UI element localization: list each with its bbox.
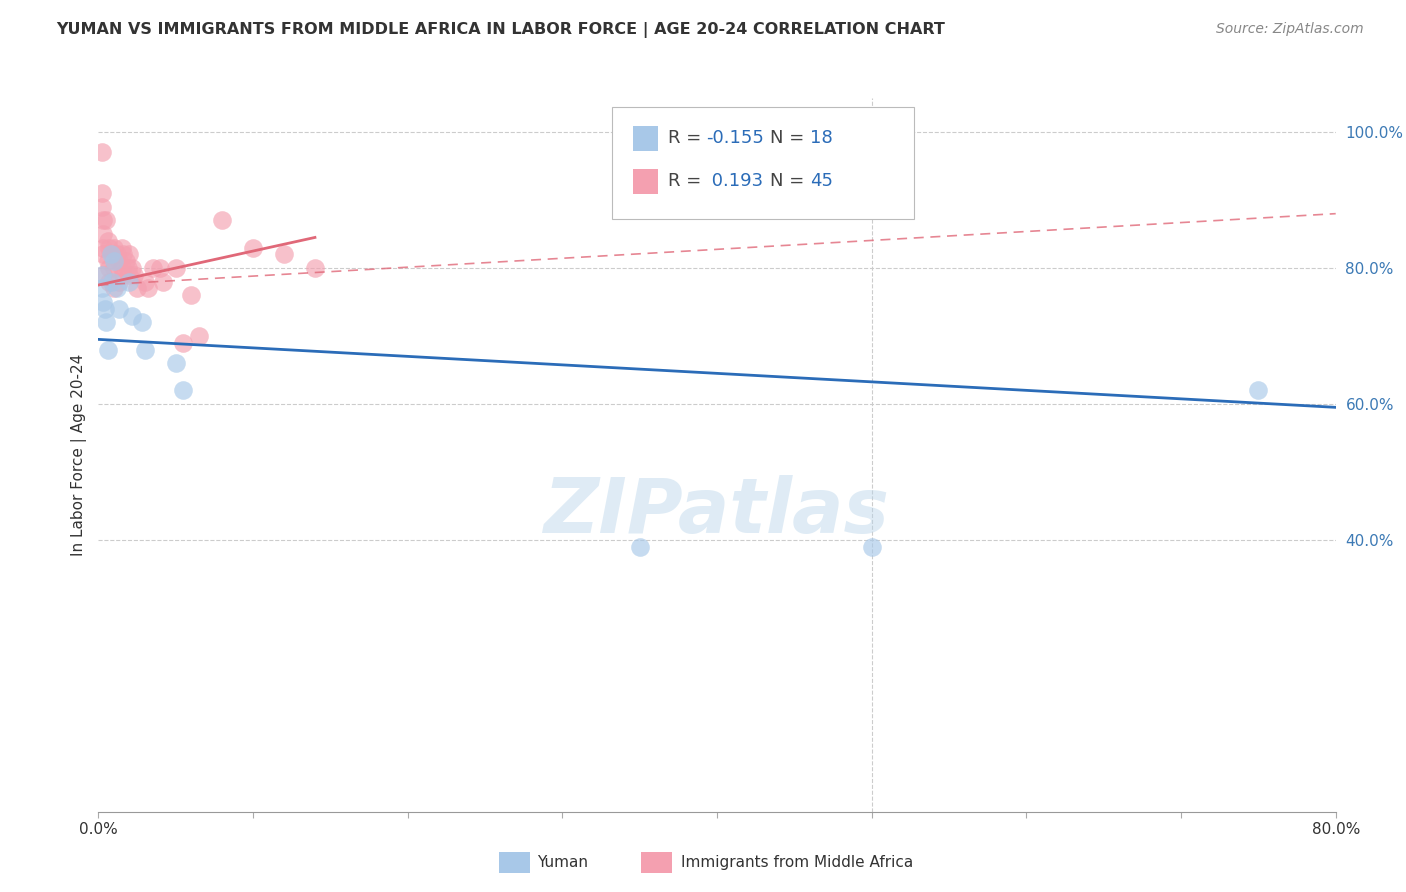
- Point: [103, 281, 125, 295]
- Point: [103, 254, 125, 268]
- Point: [127, 281, 149, 295]
- Point: [121, 260, 143, 275]
- Text: ZIPatlas: ZIPatlas: [544, 475, 890, 549]
- Point: [91, 213, 114, 227]
- Point: [173, 335, 195, 350]
- Point: [91, 268, 114, 282]
- Point: [242, 241, 264, 255]
- Point: [149, 260, 172, 275]
- Point: [100, 247, 122, 261]
- Point: [121, 309, 143, 323]
- Point: [98, 241, 121, 255]
- Point: [90, 200, 112, 214]
- Point: [91, 295, 114, 310]
- Point: [118, 247, 141, 261]
- Point: [115, 254, 138, 268]
- Point: [134, 343, 156, 357]
- Text: 18: 18: [810, 129, 832, 147]
- Point: [134, 275, 156, 289]
- Point: [273, 247, 295, 261]
- Point: [96, 315, 118, 329]
- Point: [111, 260, 134, 275]
- Text: R =: R =: [668, 172, 707, 190]
- Point: [112, 247, 135, 261]
- Point: [860, 540, 883, 554]
- Point: [165, 260, 187, 275]
- Point: [90, 186, 112, 201]
- Text: N =: N =: [770, 129, 810, 147]
- Point: [90, 268, 112, 282]
- Point: [107, 275, 129, 289]
- Point: [211, 213, 233, 227]
- Point: [107, 254, 129, 268]
- Point: [107, 301, 129, 316]
- Point: [97, 234, 120, 248]
- Point: [628, 540, 651, 554]
- Text: Immigrants from Middle Africa: Immigrants from Middle Africa: [681, 855, 912, 870]
- Point: [180, 288, 202, 302]
- Point: [97, 343, 120, 357]
- Point: [96, 213, 118, 227]
- Point: [117, 260, 139, 275]
- Point: [90, 145, 112, 160]
- Point: [105, 247, 128, 261]
- Point: [165, 356, 187, 370]
- Point: [101, 275, 124, 289]
- Point: [118, 268, 141, 282]
- Y-axis label: In Labor Force | Age 20-24: In Labor Force | Age 20-24: [72, 354, 87, 556]
- Point: [188, 329, 211, 343]
- Text: Source: ZipAtlas.com: Source: ZipAtlas.com: [1216, 22, 1364, 37]
- Point: [91, 241, 114, 255]
- Text: Yuman: Yuman: [537, 855, 588, 870]
- Text: 0.193: 0.193: [706, 172, 763, 190]
- Point: [91, 247, 114, 261]
- Point: [142, 260, 165, 275]
- Point: [152, 275, 174, 289]
- Text: YUMAN VS IMMIGRANTS FROM MIDDLE AFRICA IN LABOR FORCE | AGE 20-24 CORRELATION CH: YUMAN VS IMMIGRANTS FROM MIDDLE AFRICA I…: [56, 22, 945, 38]
- Point: [98, 260, 121, 275]
- Text: N =: N =: [770, 172, 810, 190]
- Point: [93, 301, 115, 316]
- Point: [97, 254, 120, 268]
- Point: [122, 268, 145, 282]
- Point: [131, 315, 153, 329]
- Point: [111, 241, 134, 255]
- Point: [304, 260, 326, 275]
- Point: [1247, 384, 1270, 398]
- Point: [98, 275, 121, 289]
- Point: [136, 281, 159, 295]
- Point: [103, 241, 125, 255]
- Point: [173, 384, 195, 398]
- Point: [101, 247, 124, 261]
- Text: -0.155: -0.155: [706, 129, 763, 147]
- Point: [90, 281, 112, 295]
- Point: [103, 260, 125, 275]
- Point: [105, 281, 128, 295]
- Point: [91, 227, 114, 241]
- Point: [112, 268, 135, 282]
- Point: [118, 275, 141, 289]
- Text: 45: 45: [810, 172, 832, 190]
- Text: R =: R =: [668, 129, 707, 147]
